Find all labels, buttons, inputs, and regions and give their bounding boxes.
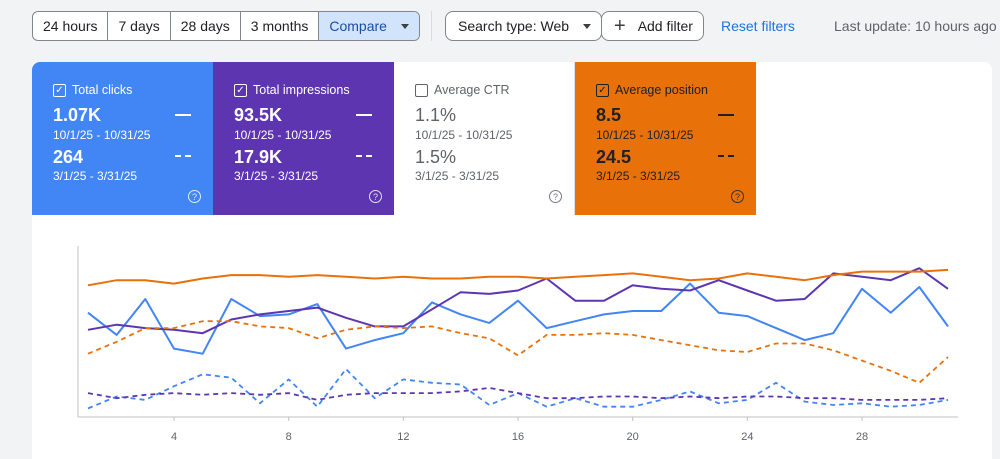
dashed-line-legend-icon [356,155,372,157]
card-value-current: 8.5 [596,105,622,125]
toolbar: 24 hours 7 days 28 days 3 months Compare… [0,0,1000,52]
card-value-current: 93.5K [234,105,283,125]
card-total-clicks[interactable]: ✓ Total clicks 1.07K 10/1/25 - 10/31/25 … [32,62,213,215]
help-icon[interactable]: ? [369,190,382,203]
plus-icon: + [614,15,626,37]
card-average-position[interactable]: ✓ Average position 8.5 10/1/25 - 10/31/2… [575,62,756,215]
solid-line-legend-icon [356,114,372,116]
solid-line-legend-icon [718,114,734,116]
add-filter-label: Add filter [637,18,693,34]
range-7-days[interactable]: 7 days [108,12,171,40]
search-type-dropdown[interactable]: Search type: Web [445,11,603,41]
checkbox-checked-icon[interactable]: ✓ [234,84,247,97]
card-range-current: 10/1/25 - 10/31/25 [234,128,332,142]
solid-line-legend-icon [175,114,191,116]
card-value-previous: 24.5 [596,147,632,167]
help-icon[interactable]: ? [731,190,744,203]
last-update-text: Last update: 10 hours ago [834,18,997,34]
checkbox-checked-icon[interactable]: ✓ [596,84,609,97]
toolbar-divider [431,11,432,41]
card-range-previous: 3/1/25 - 3/31/25 [596,169,681,183]
range-24-hours[interactable]: 24 hours [33,12,109,40]
card-total-impressions[interactable]: ✓ Total impressions 93.5K 10/1/25 - 10/3… [213,62,394,215]
metric-cards: ✓ Total clicks 1.07K 10/1/25 - 10/31/25 … [32,62,756,215]
reset-filters-link[interactable]: Reset filters [721,18,795,34]
card-value-current: 1.07K [53,105,102,125]
card-average-ctr[interactable]: Average CTR 1.1% 10/1/25 - 10/31/25 1.5%… [394,62,575,215]
card-title: Average CTR [434,83,510,97]
dashed-line-legend-icon [718,155,734,157]
card-range-current: 10/1/25 - 10/31/25 [415,128,513,142]
card-value-current: 1.1% [415,105,457,125]
card-range-previous: 3/1/25 - 3/31/25 [53,169,138,183]
range-3-months[interactable]: 3 months [241,12,320,40]
help-icon[interactable]: ? [188,190,201,203]
dashed-line-legend-icon [175,155,191,157]
card-value-previous: 1.5% [415,147,457,167]
search-type-label: Search type: Web [458,18,570,34]
range-28-days[interactable]: 28 days [171,12,241,40]
help-icon[interactable]: ? [549,190,562,203]
card-range-current: 10/1/25 - 10/31/25 [53,128,151,142]
checkbox-checked-icon[interactable]: ✓ [53,84,66,97]
card-range-current: 10/1/25 - 10/31/25 [596,128,694,142]
date-range-selector: 24 hours 7 days 28 days 3 months Compare [32,11,420,41]
caret-down-icon [583,23,592,29]
card-range-previous: 3/1/25 - 3/31/25 [234,169,319,183]
compare-button[interactable]: Compare [319,12,419,40]
card-value-previous: 17.9K [234,147,283,167]
card-range-previous: 3/1/25 - 3/31/25 [415,169,500,183]
card-value-previous: 264 [53,147,84,167]
caret-down-icon [400,23,409,29]
compare-label: Compare [329,18,387,34]
card-title: Total impressions [253,83,350,97]
card-title: Total clicks [72,83,133,97]
add-filter-button[interactable]: + Add filter [601,11,704,41]
checkbox-unchecked-icon[interactable] [415,84,428,97]
card-title: Average position [615,83,708,97]
